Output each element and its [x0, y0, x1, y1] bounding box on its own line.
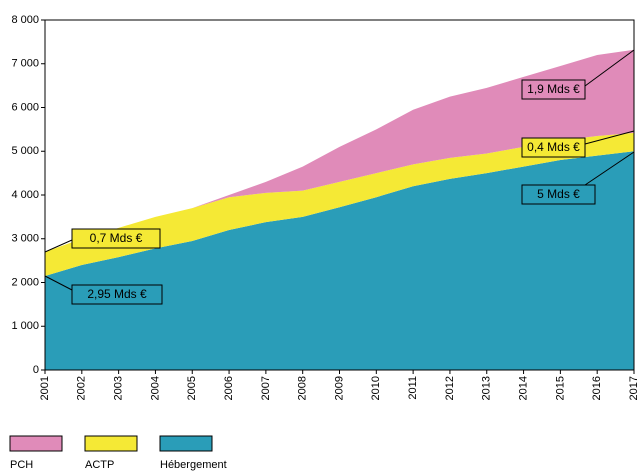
x-tick-label: 2013: [481, 376, 493, 400]
annotation: 0,7 Mds €: [90, 231, 143, 245]
x-tick-label: 2010: [370, 376, 382, 400]
y-tick-label: 2 000: [11, 276, 39, 288]
annotation: 2,95 Mds €: [87, 287, 147, 301]
x-tick-label: 2001: [39, 376, 51, 400]
y-tick-label: 3 000: [11, 233, 39, 245]
area: [45, 132, 634, 276]
x-tick-label: 2007: [260, 376, 272, 400]
annotation: 0,4 Mds €: [527, 140, 580, 154]
annotation-leader: [584, 151, 635, 186]
x-tick-label: 2015: [554, 376, 566, 400]
legend-label: ACTP: [85, 459, 114, 471]
annotation-leader: [44, 275, 73, 291]
y-tick-label: 6 000: [11, 101, 39, 113]
x-tick-label: 2009: [333, 376, 345, 400]
y-tick-label: 0: [33, 364, 39, 376]
annotation-leader: [584, 130, 635, 145]
annotation-box: [71, 284, 163, 305]
x-tick-label: 2011: [407, 376, 419, 400]
x-tick-label: 2003: [113, 376, 125, 400]
legend-swatch: [159, 435, 213, 452]
annotation: 5 Mds €: [537, 187, 580, 201]
y-tick-label: 8 000: [11, 14, 39, 26]
legend-label: Hébergement: [160, 459, 227, 471]
area: [45, 49, 634, 252]
y-tick-label: 5 000: [11, 145, 39, 157]
y-tick-label: 1 000: [11, 320, 39, 332]
x-tick-label: 2012: [444, 376, 456, 400]
x-tick-label: 2002: [76, 376, 88, 400]
annotation-box: [521, 184, 596, 205]
legend-swatch: [9, 435, 63, 452]
legend-swatch: [84, 435, 138, 452]
annotation: 1,9 Mds €: [527, 82, 580, 96]
x-tick-label: 2014: [517, 376, 529, 400]
x-tick-label: 2017: [628, 376, 639, 400]
y-tick-label: 7 000: [11, 58, 39, 70]
area: [45, 151, 634, 370]
annotation-box: [521, 79, 586, 100]
x-tick-label: 2016: [591, 376, 603, 400]
legend-label: PCH: [10, 459, 33, 471]
y-tick-label: 4 000: [11, 189, 39, 201]
x-tick-label: 2004: [149, 376, 161, 400]
annotation-box: [521, 137, 586, 158]
annotation-box: [71, 228, 161, 249]
annotation-leader: [44, 239, 73, 253]
x-tick-label: 2006: [223, 376, 235, 400]
annotation-leader: [584, 49, 635, 87]
x-tick-label: 2008: [297, 376, 309, 400]
x-tick-label: 2005: [186, 376, 198, 400]
